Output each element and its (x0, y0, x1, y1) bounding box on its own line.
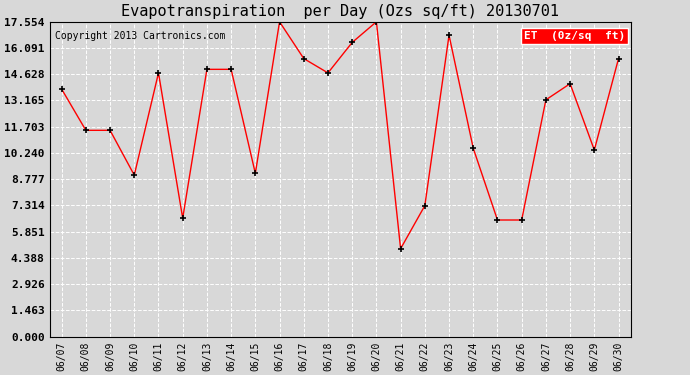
Text: ET  (0z/sq  ft): ET (0z/sq ft) (524, 31, 625, 41)
Text: Copyright 2013 Cartronics.com: Copyright 2013 Cartronics.com (55, 31, 226, 41)
Title: Evapotranspiration  per Day (Ozs sq/ft) 20130701: Evapotranspiration per Day (Ozs sq/ft) 2… (121, 4, 559, 19)
